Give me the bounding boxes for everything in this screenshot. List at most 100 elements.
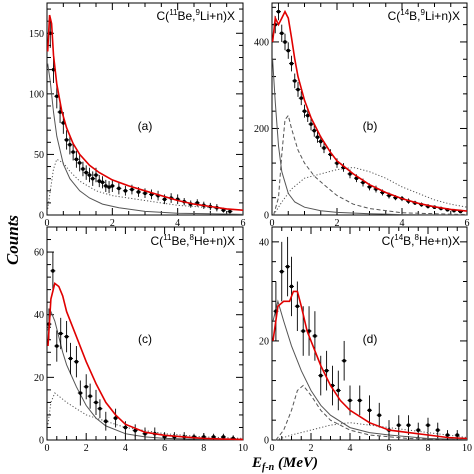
- title-text: He+n)X: [194, 234, 235, 248]
- panel-a: 0 2 4 6 0 50 100 150 C(11Be,9Li+n)X (a): [29, 2, 246, 229]
- fit-curve-total: [271, 9, 468, 212]
- data-point: [100, 176, 106, 189]
- title-superscript: 14: [400, 8, 409, 17]
- data-point: [306, 306, 312, 356]
- data-marker: [104, 419, 108, 424]
- data-marker: [110, 184, 115, 188]
- data-point: [315, 131, 320, 143]
- data-point: [50, 252, 56, 290]
- data-point: [58, 317, 64, 350]
- title-superscript: 14: [394, 233, 403, 242]
- data-marker: [292, 79, 297, 83]
- data-marker: [136, 190, 141, 194]
- data-marker: [68, 142, 72, 147]
- title-superscript: 11: [169, 8, 178, 17]
- data-marker: [302, 109, 307, 113]
- data-marker: [94, 173, 98, 177]
- y-tick-label: 200: [254, 124, 269, 135]
- data-point: [122, 185, 128, 196]
- data-point: [106, 181, 112, 194]
- data-point: [103, 411, 109, 431]
- data-marker: [435, 428, 440, 432]
- data-point: [321, 142, 327, 154]
- data-marker: [123, 188, 128, 193]
- title-superscript: 11: [163, 233, 172, 242]
- data-marker: [296, 87, 300, 92]
- data-marker: [348, 398, 352, 403]
- component-curve-solid: [47, 63, 244, 215]
- x-tick-label: 4: [400, 218, 405, 229]
- x-tick-label: 2: [309, 443, 314, 454]
- data-marker: [289, 284, 294, 289]
- data-marker: [71, 150, 75, 154]
- data-marker: [315, 135, 320, 139]
- data-point: [129, 184, 135, 195]
- panel-letter: (b): [363, 119, 378, 133]
- data-marker: [367, 408, 372, 413]
- data-point: [415, 422, 421, 438]
- y-tick-label: 0: [264, 211, 269, 222]
- data-point: [73, 346, 79, 378]
- title-text: C(: [151, 234, 164, 248]
- data-point: [335, 370, 341, 411]
- panel-reaction-title: C(14B,9Li+n)X: [388, 8, 460, 23]
- title-text: C(: [382, 234, 395, 248]
- data-point: [116, 182, 122, 195]
- y-tick-label: 40: [259, 237, 269, 248]
- data-point: [406, 415, 411, 436]
- data-marker: [313, 334, 317, 338]
- data-marker: [90, 176, 95, 181]
- panel-reaction-title: C(14B,8He+n)X: [382, 233, 460, 248]
- data-marker: [55, 344, 59, 348]
- data-marker: [98, 406, 102, 411]
- title-text: C(: [157, 9, 170, 23]
- panel-letter: (a): [138, 119, 153, 133]
- component-curve-dashed: [273, 114, 468, 216]
- x-axis-title: Ef-n (MeV): [251, 455, 318, 473]
- data-marker: [318, 373, 323, 378]
- data-point: [149, 189, 155, 200]
- x-tick-label: 4: [348, 443, 353, 454]
- data-point: [308, 118, 314, 131]
- data-point: [445, 430, 450, 440]
- y-tick-label: 0: [39, 211, 44, 222]
- data-marker: [279, 269, 284, 274]
- title-text: B,: [403, 234, 414, 248]
- title-text: B,: [409, 9, 420, 23]
- data-point: [73, 150, 79, 168]
- panel-letter: (c): [138, 332, 152, 346]
- data-point: [295, 82, 301, 97]
- data-marker: [309, 122, 313, 126]
- data-marker: [336, 388, 341, 393]
- data-marker: [100, 180, 105, 185]
- x-tick-label: 8: [201, 443, 206, 454]
- data-point: [425, 417, 431, 433]
- y-tick-label: 20: [259, 336, 269, 347]
- data-marker: [283, 40, 287, 44]
- y-tick-label: 60: [34, 248, 44, 259]
- x-tick-label: 4: [175, 218, 180, 229]
- data-marker: [295, 304, 300, 309]
- x-tick-label: 10: [462, 443, 472, 454]
- data-marker: [77, 161, 82, 165]
- data-point: [279, 241, 285, 302]
- data-marker: [228, 209, 232, 214]
- data-point: [285, 236, 291, 297]
- data-marker: [396, 423, 401, 427]
- data-marker: [81, 167, 85, 171]
- data-marker: [279, 31, 284, 36]
- data-marker: [445, 433, 450, 437]
- plot-frame: [271, 2, 468, 216]
- data-point: [282, 33, 288, 51]
- data-marker: [289, 61, 294, 66]
- x-tick-label: 0: [270, 443, 275, 454]
- data-marker: [211, 435, 216, 439]
- fit-curve-total: [47, 282, 244, 441]
- x-tick-label: 8: [426, 443, 431, 454]
- data-marker: [276, 9, 281, 14]
- data-marker: [84, 170, 88, 175]
- y-tick-label: 40: [34, 310, 44, 321]
- data-marker: [74, 359, 79, 364]
- data-point: [324, 350, 330, 391]
